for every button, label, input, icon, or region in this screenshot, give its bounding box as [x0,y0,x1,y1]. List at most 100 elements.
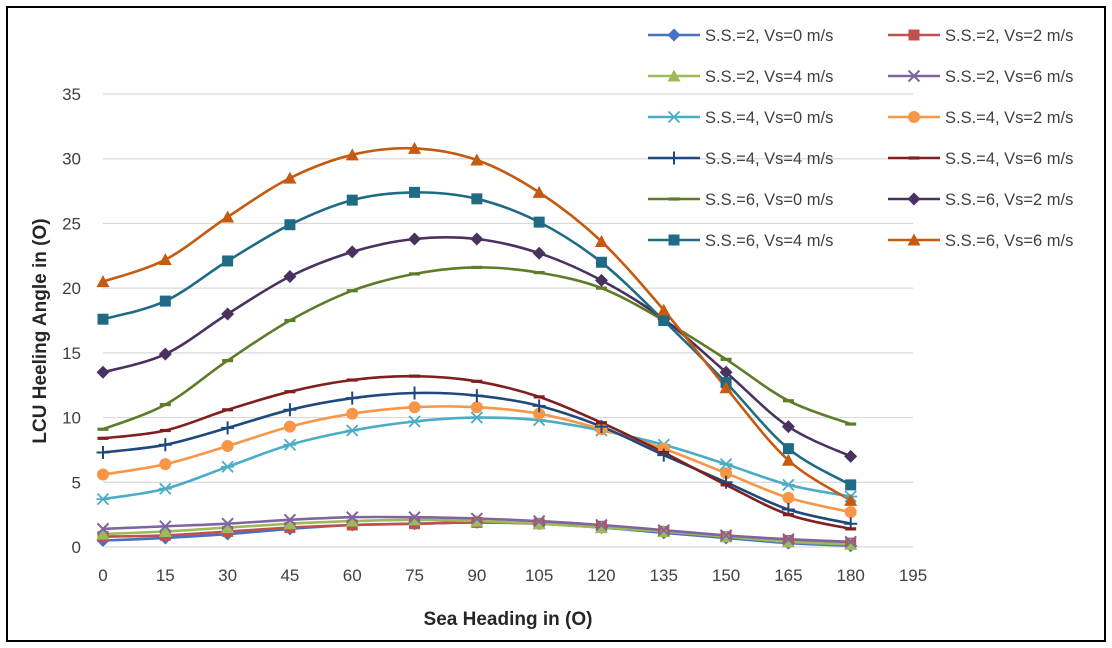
y-tick-labels: 0 5 10 15 20 25 30 35 [62,85,81,557]
data-point [346,378,358,382]
data-point [594,521,608,534]
data-point [97,313,109,325]
data-point [470,232,484,246]
data-point [782,399,794,403]
legend-item: S.S.=4, Vs=4 m/s [648,150,833,168]
data-point [408,386,422,400]
legend-marker [667,151,681,165]
data-point [719,381,733,394]
data-point [657,448,671,462]
data-point [283,513,297,527]
data-point [844,535,857,549]
data-point [657,523,670,537]
x-axis-title: Sea Heading in (O) [424,609,593,630]
data-point [96,365,110,379]
data-point [844,506,857,519]
legend-label: S.S.=4, Vs=4 m/s [705,150,833,168]
data-point [781,453,795,466]
y-tick-label: 30 [62,150,81,169]
data-point [159,403,171,407]
y-tick-label: 35 [62,85,81,104]
data-point [845,479,857,491]
data-point [221,307,235,321]
data-point [470,514,484,527]
x-tick-label: 45 [280,566,299,585]
legend-marker [908,29,920,41]
data-point [159,458,172,471]
data-point [595,421,607,425]
y-tick-label: 25 [62,214,81,233]
data-point [782,533,795,546]
legend-marker [667,110,681,124]
legend-label: S.S.=4, Vs=2 m/s [945,109,1073,127]
data-point [408,511,421,524]
legend-marker [667,28,681,42]
legend-item: S.S.=6, Vs=2 m/s [888,191,1073,209]
data-point [719,475,733,489]
data-point [595,256,607,268]
data-point [96,527,110,540]
data-point [532,517,546,530]
data-point [409,272,421,276]
legend-marker [907,69,921,83]
data-point [96,275,110,288]
legend-label: S.S.=6, Vs=6 m/s [945,232,1073,250]
x-tick-labels: 0 15 30 45 60 75 90 105 120 135 150 165 180 195 [98,566,927,585]
data-point [533,395,545,399]
data-point [222,359,234,363]
data-point [844,537,858,550]
data-point [470,153,484,166]
data-point [720,467,733,480]
series-markers-7 [96,386,858,531]
legend-marker [907,192,921,206]
legend-item: S.S.=6, Vs=0 m/s [648,191,833,209]
legend-item: S.S.=2, Vs=4 m/s [648,68,833,86]
data-point [471,193,483,205]
data-point [594,235,608,248]
series-markers-4 [96,511,857,549]
data-point [533,407,546,420]
data-point [470,389,484,403]
legend-marker [908,156,920,160]
legend-marker [907,233,921,246]
data-point [283,517,297,530]
data-point [781,478,795,492]
x-tick-label: 195 [899,566,927,585]
data-point [594,273,608,287]
data-point [845,422,857,426]
x-tick-label: 165 [774,566,802,585]
y-axis-title: LCU Heeling Angle in (O) [30,218,51,443]
data-point [283,438,297,451]
legend-marker [908,111,920,123]
data-point [345,391,359,405]
data-point [345,514,359,527]
data-point [284,219,296,231]
legend-label: S.S.=2, Vs=4 m/s [705,68,833,86]
y-tick-label: 20 [62,279,81,298]
data-point [595,518,608,532]
x-tick-label: 75 [405,566,424,585]
data-point [658,450,670,455]
legend-item: S.S.=2, Vs=0 m/s [648,27,833,45]
data-point [845,527,857,531]
y-axis-unit: (O) [30,218,51,245]
data-point [470,401,483,414]
data-point [782,443,794,455]
legend-label: S.S.=2, Vs=2 m/s [945,27,1073,45]
data-point [409,374,421,378]
legend-label: S.S.=4, Vs=6 m/s [945,150,1073,168]
data-point [345,148,359,161]
data-point [97,427,109,431]
legend-label: S.S.=6, Vs=0 m/s [705,191,833,209]
data-point [158,438,172,452]
y-tick-label: 15 [62,344,81,363]
data-point [221,421,235,435]
data-point [781,535,795,548]
legend-label: S.S.=6, Vs=2 m/s [945,191,1073,209]
data-point [159,428,171,433]
data-point [658,315,670,326]
data-point [222,408,234,412]
x-tick-label: 135 [650,566,678,585]
data-point [532,246,546,260]
data-point [283,420,296,433]
